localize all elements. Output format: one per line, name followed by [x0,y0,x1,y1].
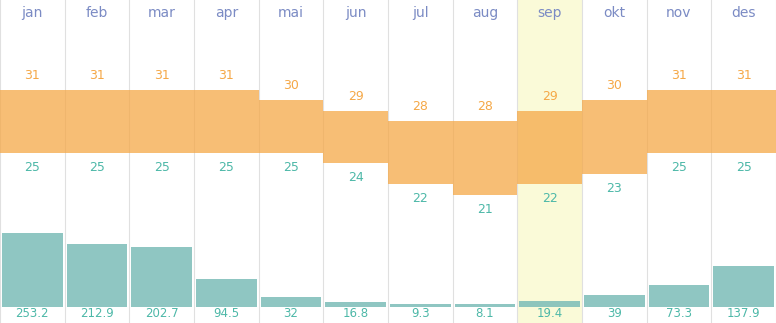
Bar [67,245,127,307]
Bar [582,100,646,173]
Text: 25: 25 [283,161,299,174]
Bar [2,233,63,307]
Text: 25: 25 [154,161,170,174]
Bar [261,297,321,307]
Text: 22: 22 [413,192,428,205]
Bar [646,89,712,153]
Text: jan: jan [22,6,43,20]
Text: 212.9: 212.9 [80,307,114,320]
Text: 94.5: 94.5 [213,307,239,320]
Text: 202.7: 202.7 [145,307,178,320]
Text: 253.2: 253.2 [16,307,49,320]
Bar [455,305,515,307]
Bar [518,0,582,323]
Text: 22: 22 [542,192,557,205]
Bar [519,301,580,307]
Text: 73.3: 73.3 [666,307,692,320]
Text: 19.4: 19.4 [536,307,563,320]
Bar [258,100,324,153]
Text: 31: 31 [736,68,751,81]
Text: jul: jul [412,6,428,20]
Bar [584,296,645,307]
Bar [712,89,776,153]
Text: 30: 30 [283,79,299,92]
Text: 30: 30 [606,79,622,92]
Text: 23: 23 [607,182,622,195]
Bar [518,110,582,184]
Bar [388,121,452,184]
Text: aug: aug [472,6,498,20]
Text: okt: okt [603,6,625,20]
Text: 31: 31 [25,68,40,81]
Text: mai: mai [278,6,304,20]
Bar [130,89,194,153]
Text: nov: nov [667,6,691,20]
Text: 31: 31 [219,68,234,81]
Text: sep: sep [538,6,562,20]
Text: jun: jun [345,6,366,20]
Bar [64,89,130,153]
Text: 25: 25 [89,161,105,174]
Text: 25: 25 [736,161,752,174]
Text: 29: 29 [542,89,557,103]
Bar [131,247,192,307]
Text: 32: 32 [283,307,299,320]
Text: 21: 21 [477,203,493,216]
Text: 28: 28 [412,100,428,113]
Text: 39: 39 [607,307,622,320]
Text: mar: mar [147,6,175,20]
Text: 31: 31 [89,68,105,81]
Bar [452,121,518,194]
Text: 8.1: 8.1 [476,307,494,320]
Text: feb: feb [86,6,108,20]
Text: 9.3: 9.3 [411,307,430,320]
Text: 28: 28 [477,100,493,113]
Text: 31: 31 [154,68,169,81]
Text: 29: 29 [348,89,363,103]
Text: 25: 25 [671,161,687,174]
Text: 137.9: 137.9 [727,307,760,320]
Bar [196,279,257,307]
Bar [325,302,386,307]
Bar [390,304,451,307]
Bar [324,110,388,163]
Bar [649,285,709,307]
Text: 16.8: 16.8 [343,307,369,320]
Text: 25: 25 [24,161,40,174]
Bar [194,89,258,153]
Bar [0,89,64,153]
Text: 31: 31 [671,68,687,81]
Bar [713,266,774,307]
Text: 24: 24 [348,171,363,184]
Text: apr: apr [215,6,238,20]
Text: 25: 25 [218,161,234,174]
Text: des: des [732,6,756,20]
